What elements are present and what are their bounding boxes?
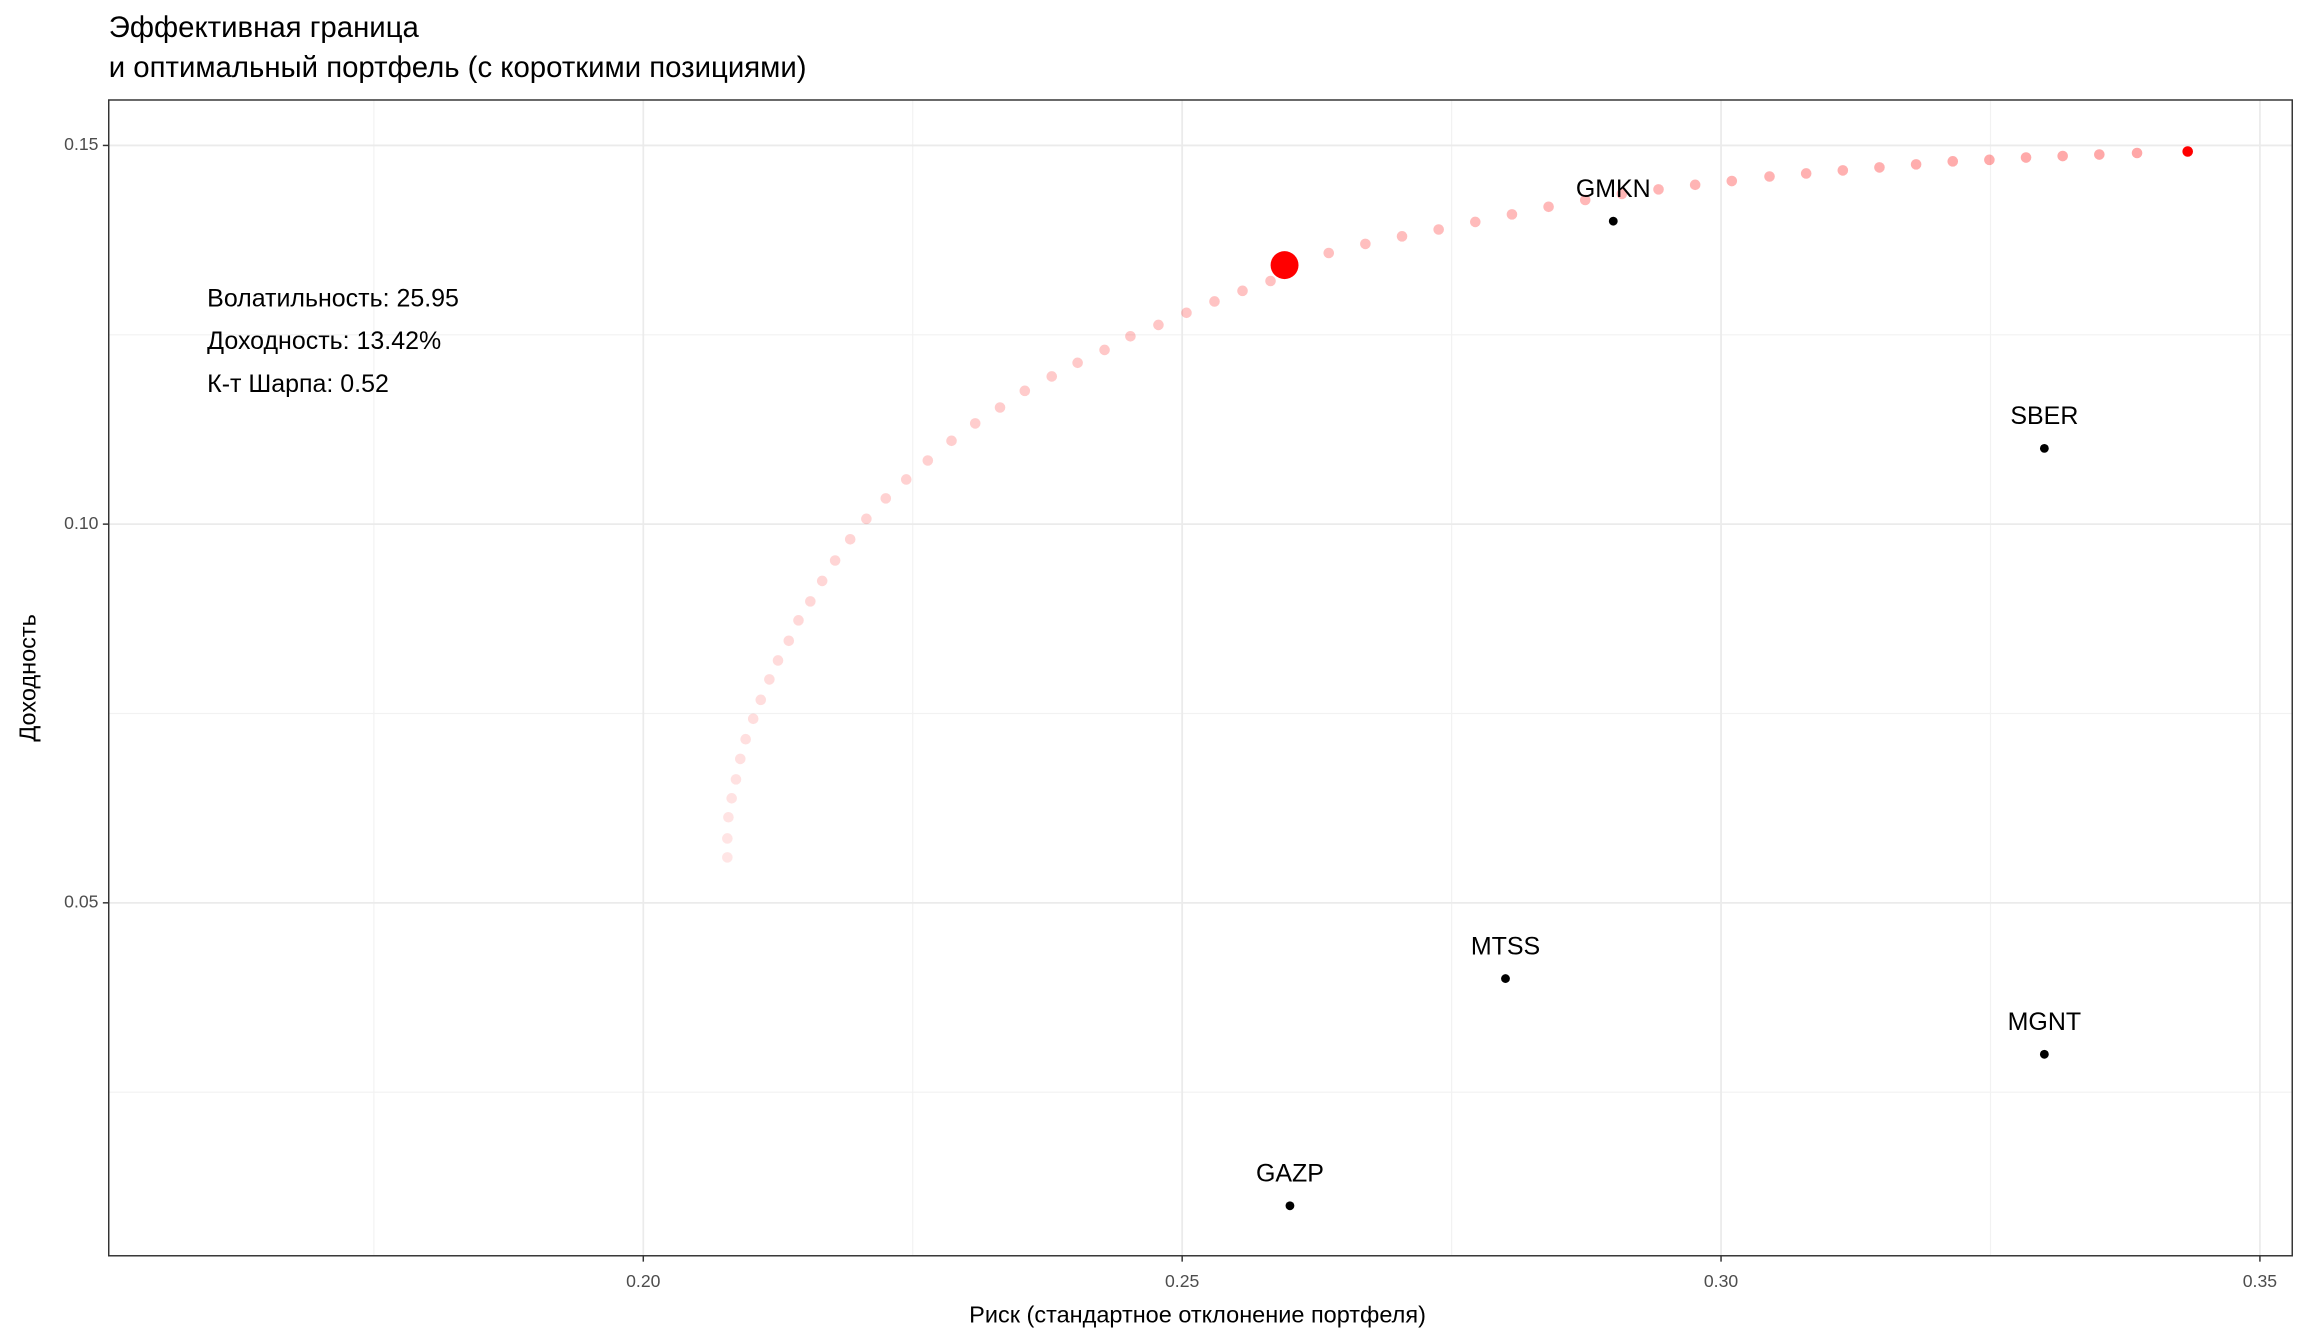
y-tick-label: 0.10 [64,513,98,533]
frontier-point [1910,159,1922,170]
frontier-point [1072,357,1083,369]
frontier-point [1689,179,1701,191]
frontier-point [1099,344,1110,356]
frontier-point [1947,156,1959,167]
frontier-point [1125,331,1136,342]
frontier-point [2131,147,2143,159]
frontier-point [747,713,759,725]
frontier-point [861,513,872,525]
frontier-point [726,793,737,804]
frontier-point [1984,154,1995,166]
frontier-point [730,774,742,785]
asset-label: MTSS [1471,932,1540,960]
frontier-point [1506,209,1518,220]
chart-title: и оптимальный портфель (с короткими пози… [109,51,807,84]
asset-point [1501,974,1510,983]
frontier-point [1726,175,1738,187]
y-tick-label: 0.15 [64,134,98,154]
optimal-point [1270,251,1299,280]
frontier-point [816,575,828,587]
frontier-point [946,435,957,447]
frontier-point [793,615,804,626]
y-axis-title: Доходность [15,614,41,742]
asset-point [2039,443,2049,453]
frontier-point [722,852,733,863]
x-tick-label: 0.35 [2243,1271,2277,1291]
frontier-point [1470,216,1481,228]
plot-border [108,99,2293,1257]
frontier-point [755,694,767,706]
frontier-point [1579,194,1591,206]
frontier-point [829,555,841,566]
frontier-point [805,596,816,607]
frontier-point [2094,149,2105,160]
frontier-point [880,493,892,504]
frontier-point [1800,168,1812,179]
asset-label: GMKN [1576,175,1651,203]
frontier-point [1019,385,1031,397]
y-tick-label: 0.05 [64,891,98,911]
chart-title: Эффективная граница [109,11,420,44]
x-tick-label: 0.30 [1704,1271,1738,1291]
asset-point [1608,216,1618,226]
frontier-point [2182,146,2193,157]
asset-label: GAZP [1256,1159,1324,1187]
frontier-point [994,402,1006,413]
annotation: К-т Шарпа: 0.52 [207,370,389,398]
frontier-point [969,418,981,429]
frontier-point [1323,247,1335,259]
frontier-point [1265,275,1276,287]
frontier-point [1181,307,1192,319]
frontier-point [1837,165,1849,176]
frontier-point [844,533,856,545]
frontier-point [2020,152,2032,163]
frontier-point [1360,238,1371,250]
frontier-point [1653,184,1664,195]
frontier-point [735,753,746,765]
frontier-point [1046,371,1058,382]
frontier-point [1209,296,1220,307]
frontier-point [2057,150,2068,162]
frontier-point [723,811,734,823]
frontier-point [1237,285,1248,297]
asset-point [1285,1201,1295,1211]
annotation: Доходность: 13.42% [207,327,441,355]
frontier-point [1764,171,1775,182]
frontier-point [1153,319,1164,331]
frontier-point [900,474,912,485]
frontier-point [1543,201,1554,213]
frontier-point [740,733,751,745]
asset-point [2039,1049,2049,1059]
frontier-point [783,635,795,647]
frontier-point [1874,162,1885,173]
frontier-point [922,455,934,466]
asset-label: MGNT [2008,1008,2081,1036]
asset-label: SBER [2010,402,2078,430]
x-tick-label: 0.25 [1165,1271,1199,1291]
annotation: Волатильность: 25.95 [207,285,459,313]
x-axis-title: Риск (стандартное отклонение портфеля) [969,1301,1426,1327]
frontier-point [1433,224,1444,235]
frontier-point [772,655,784,666]
frontier-point [722,833,733,844]
frontier-point [1616,188,1628,200]
frontier-point [1396,231,1408,242]
x-tick-label: 0.20 [626,1271,660,1291]
frontier-point [764,674,775,685]
